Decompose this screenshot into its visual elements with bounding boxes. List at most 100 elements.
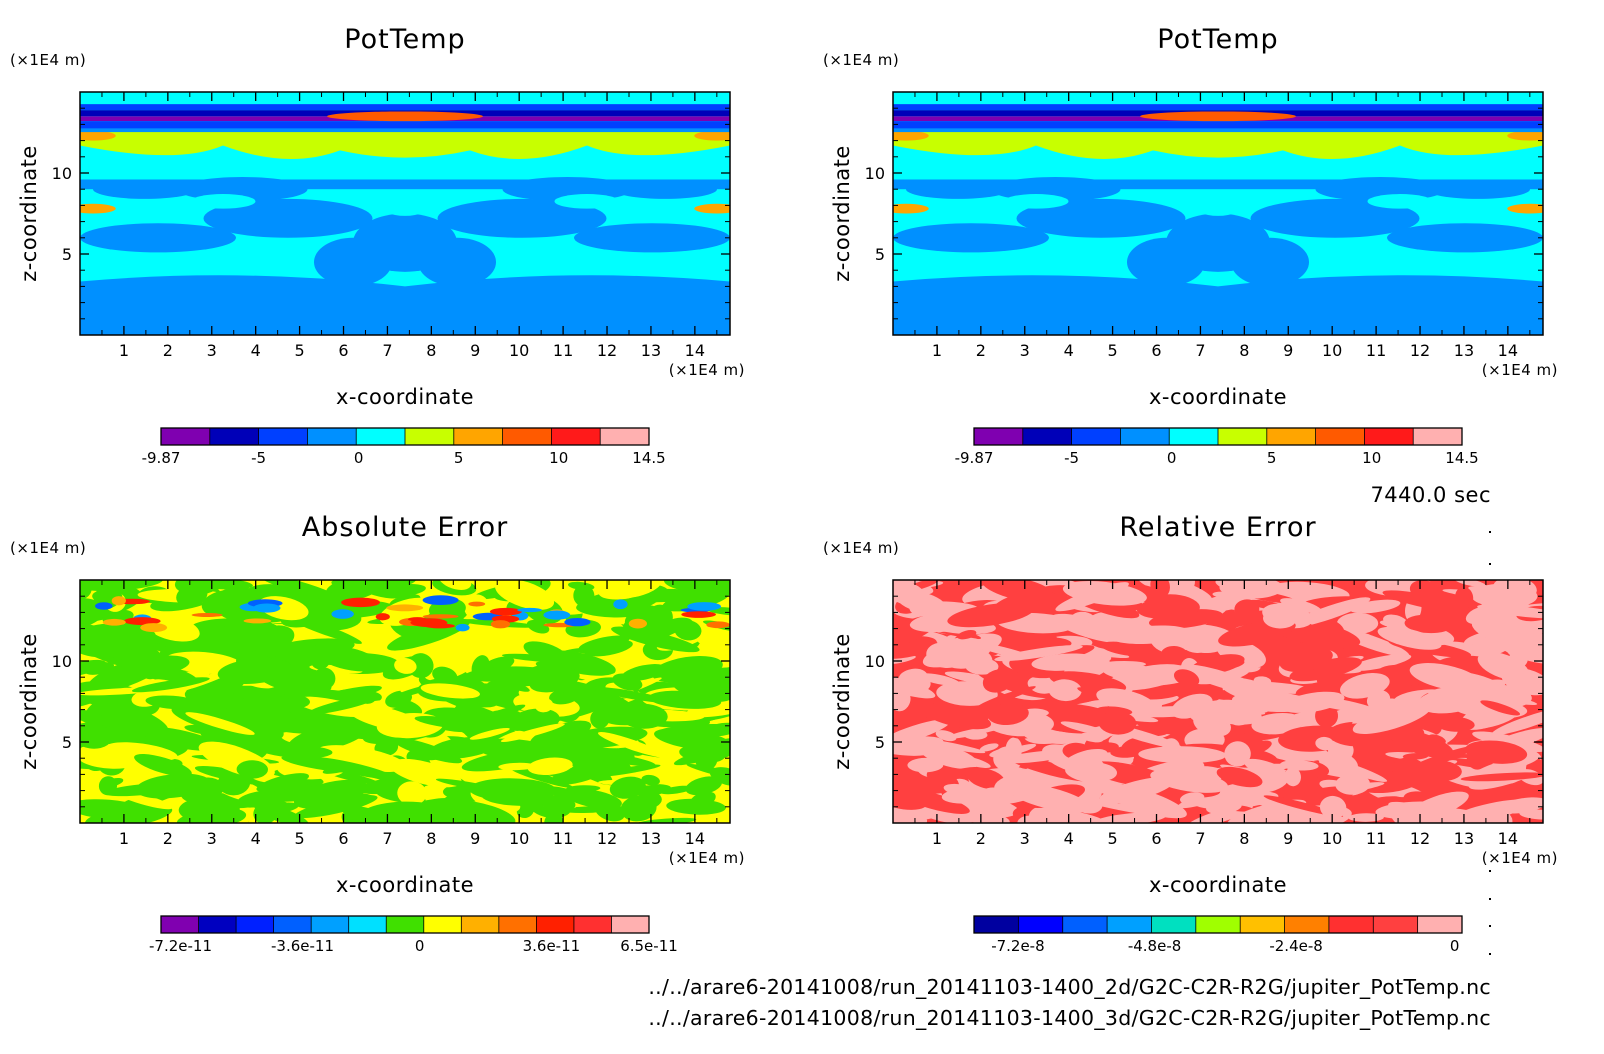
relerr-patch [982,669,1014,693]
colorbar-label: 0 [1450,937,1460,955]
relerr-patch [967,767,1005,790]
panel-title: PotTemp [344,24,465,55]
abserr-patch [566,785,601,792]
x-tick-label: 13 [1454,829,1474,848]
x-tick-label: 11 [1366,829,1386,848]
x-tick-label: 8 [1239,829,1249,848]
relerr-patch [1454,580,1487,588]
x-tick-label: 7 [382,341,392,360]
y-unit-label: (×1E4 m) [10,51,86,69]
colorbar-swatch [405,428,455,445]
colorbar-swatch [1364,428,1414,445]
abserr-patch [672,724,730,740]
relerr-patch [1219,580,1283,599]
relerr-patch [987,703,1029,726]
pottemp-blob [1016,198,1186,238]
relerr-patch [1480,700,1521,716]
relerr-patch [1079,732,1104,743]
colorbar-label: -2.4e-8 [1269,937,1322,955]
abserr-patch [487,675,564,687]
x-tick-label: 12 [597,829,617,848]
abserr-patch [641,774,660,786]
pottemp-blob [80,223,236,253]
relerr-patch [893,674,936,699]
pottemp-blob [574,223,730,253]
abserr-patch [106,742,178,761]
relerr-patch [1428,686,1461,697]
abserr-hot-patch [102,618,126,626]
dot-marker [1489,898,1491,900]
relerr-patch [1060,721,1112,736]
dot-marker [1489,531,1491,533]
abserr-patch [236,790,281,808]
abserr-patch [101,777,124,788]
y-axis-label: z-coordinate [830,633,854,770]
abserr-hot-patch [375,613,390,621]
relerr-patch [1279,646,1333,672]
relerr-patch [1432,670,1463,685]
panel-relative-error: Relative Error (×1E4 m) (×1E4 m) x-coordina… [823,512,1558,955]
x-tick-label: 3 [207,829,217,848]
x-tick-label: 8 [1239,341,1249,360]
relerr-patch [1335,773,1370,795]
abserr-hot-patch [489,607,522,616]
colorbar-swatch [356,428,406,445]
x-tick-label: 9 [1283,341,1293,360]
abserr-hot-patch [123,617,161,626]
relerr-patch [1470,583,1538,608]
abserr-patch [559,655,605,675]
time-label: 7440.0 sec [1370,483,1491,507]
abserr-patch [140,661,161,680]
abserr-patch [700,738,730,761]
colorbar-swatch [423,916,462,933]
abserr-hot-patch [628,618,647,629]
colorbar-label: 0 [415,937,425,955]
panel-absolute-error: Absolute Error (×1E4 m) (×1E4 m) x-coordina… [10,512,745,955]
y-axis-label: z-coordinate [17,145,41,282]
relerr-patch [1263,608,1297,629]
y-tick-label: 5 [62,733,72,752]
x-tick-label: 2 [163,829,173,848]
pottemp-stripe-light [893,128,1543,133]
colorbar-label: -5 [1064,449,1079,467]
abserr-hot-patch [564,617,591,627]
abserr-patch [293,779,368,809]
colorbar-swatch [536,916,575,933]
plot-frame [892,91,1544,336]
colorbar-label: -9.87 [955,449,994,467]
abserr-patch [414,716,487,731]
relerr-patch [1315,736,1335,751]
relerr-patch [893,655,916,665]
abserr-patch [619,596,657,609]
x-tick-label: 13 [1454,341,1474,360]
colorbar-swatch [453,428,504,445]
colorbar-swatch [551,428,601,445]
abserr-hot-patch [191,612,223,618]
relerr-patch [907,757,944,773]
y-unit-label: (×1E4 m) [823,539,899,557]
relerr-patch [1230,709,1257,726]
pottemp-blob [1387,223,1543,253]
relerr-patch [1472,731,1543,753]
relerr-patch [1455,586,1474,609]
abserr-patch [495,580,555,610]
abserr-patch [80,597,100,612]
relerr-patch [1336,612,1379,635]
abserr-patch [176,584,208,607]
relerr-patch [1388,729,1454,759]
abserr-patch [578,635,630,652]
abserr-patch [620,795,657,822]
abserr-patch [612,673,643,691]
relerr-patch [948,753,991,768]
relerr-patch [1498,797,1543,814]
abserr-patch [250,625,295,653]
abserr-patch [104,783,178,797]
abserr-patch [635,817,697,823]
relerr-patch [1460,772,1543,782]
relerr-patch [1150,768,1229,793]
x-tick-label: 10 [1322,341,1342,360]
relerr-patch [994,645,1083,662]
pottemp-edge-spot [694,130,730,141]
colorbar-swatch [1018,916,1064,933]
